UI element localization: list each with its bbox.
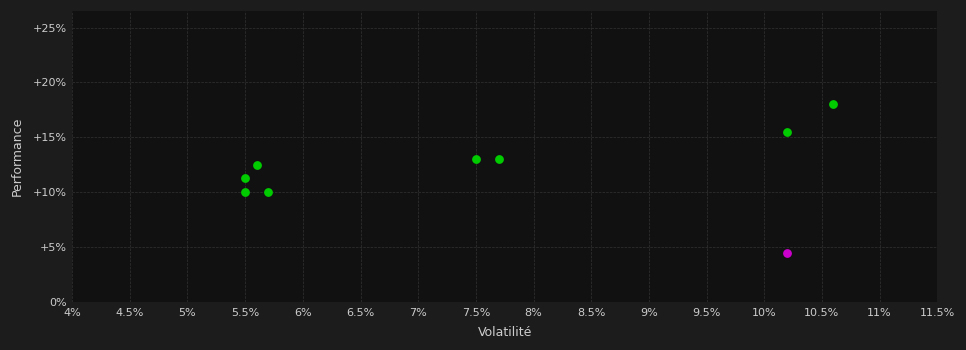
Point xyxy=(491,156,506,162)
Point xyxy=(249,162,265,168)
Point xyxy=(261,189,276,195)
Point xyxy=(238,189,253,195)
Point xyxy=(238,175,253,181)
Point xyxy=(826,102,841,107)
Y-axis label: Performance: Performance xyxy=(12,117,24,196)
Point xyxy=(780,250,795,255)
Point xyxy=(780,129,795,135)
X-axis label: Volatilité: Volatilité xyxy=(477,326,532,339)
Point xyxy=(469,156,484,162)
